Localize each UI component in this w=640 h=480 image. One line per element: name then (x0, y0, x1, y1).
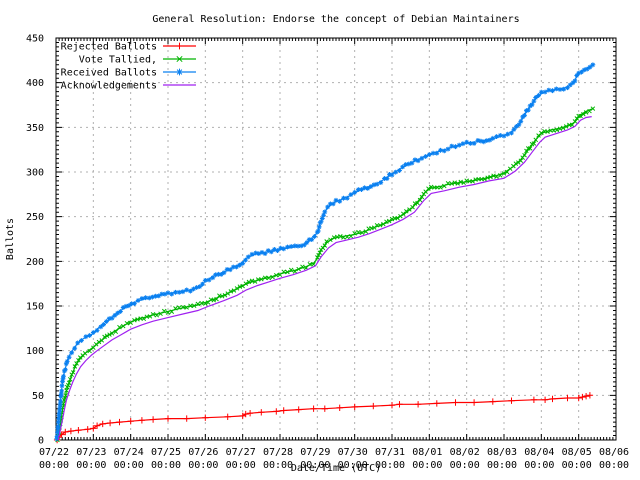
tick-label-layer: 0 50 100 150 200 250 300 350 400 450 07/22 00:00 07/… (26, 34, 629, 472)
y-tick-label: 100 (26, 346, 44, 357)
legend-sample-marker (176, 68, 183, 76)
y-tick-label: 400 (26, 78, 44, 89)
x-tick-label-time: 00:00 (226, 460, 256, 471)
x-tick-label-date: 08/02 (450, 447, 480, 458)
legend-label: Vote Tallied, (79, 55, 157, 66)
legend-label: Rejected Ballots (61, 42, 157, 53)
x-tick-label-date: 07/26 (188, 447, 218, 458)
axis-layer (55, 37, 617, 441)
x-tick-label-time: 00:00 (263, 460, 293, 471)
legend-sample-marker (176, 42, 183, 50)
rejected-ballots-line (56, 394, 591, 441)
x-tick-label-date: 07/31 (375, 447, 405, 458)
legend-entry-rejected-ballots: Rejected Ballots (61, 42, 196, 53)
x-tick-label-time: 00:00 (76, 460, 106, 471)
y-tick-label: 50 (32, 391, 44, 402)
legend-entry-received-ballots: Received Ballots (61, 68, 196, 79)
x-tick-label-date: 08/03 (487, 447, 517, 458)
x-tick-label-time: 00:00 (487, 460, 517, 471)
x-tick-label-time: 00:00 (151, 460, 181, 471)
y-axis-label: Ballots (5, 218, 16, 260)
x-tick-label-date: 07/29 (300, 447, 330, 458)
x-tick-label-time: 00:00 (375, 460, 405, 471)
legend-label: Acknowledgements (61, 81, 157, 92)
x-tick-label-date: 07/30 (338, 447, 368, 458)
y-tick-label: 450 (26, 34, 44, 45)
acknowledgements-line (57, 116, 592, 441)
x-tick-label-date: 08/01 (412, 447, 442, 458)
y-tick-label: 300 (26, 168, 44, 179)
x-tick-label-time: 00:00 (300, 460, 330, 471)
received-ballots-markers (54, 62, 596, 442)
y-tick-label: 200 (26, 257, 44, 268)
x-tick-label-date: 07/23 (76, 447, 106, 458)
y-tick-label: 250 (26, 212, 44, 223)
x-tick-label-time: 00:00 (412, 460, 442, 471)
x-tick-label-time: 00:00 (39, 460, 69, 471)
x-tick-label-date: 08/04 (524, 447, 554, 458)
legend-entry-vote-tallied: Vote Tallied, (79, 55, 196, 66)
x-tick-label-date: 08/05 (562, 447, 592, 458)
legend-entry-acknowledgements: Acknowledgements (61, 81, 196, 92)
x-tick-label-time: 00:00 (562, 460, 592, 471)
y-tick-label: 150 (26, 302, 44, 313)
x-tick-label-time: 00:00 (188, 460, 218, 471)
x-tick-label-date: 08/06 (599, 447, 629, 458)
x-tick-label-time: 00:00 (599, 460, 629, 471)
x-tick-label-date: 07/27 (226, 447, 256, 458)
vote-tallied-line (56, 108, 594, 441)
x-tick-label-date: 07/28 (263, 447, 293, 458)
x-tick-label-date: 07/22 (39, 447, 69, 458)
legend-sample-marker (176, 55, 183, 63)
rejected-ballots-markers (53, 392, 594, 444)
legend: Rejected Ballots Vote Tallied, Received Ba… (61, 42, 196, 92)
x-axis-label: Date/Time (UTC) (291, 463, 381, 474)
series-layer (53, 62, 596, 444)
x-tick-label-time: 00:00 (114, 460, 144, 471)
vote-tallied-markers (55, 106, 596, 443)
label-layer: General Resolution: Endorse the concept … (5, 14, 520, 474)
y-tick-label: 350 (26, 123, 44, 134)
x-tick-label-date: 07/24 (114, 447, 144, 458)
y-tick-label: 0 (38, 436, 44, 447)
x-tick-label-date: 07/25 (151, 447, 181, 458)
chart-title: General Resolution: Endorse the concept … (152, 14, 519, 25)
x-tick-label-time: 00:00 (338, 460, 368, 471)
legend-label: Received Ballots (61, 68, 157, 79)
x-tick-label-time: 00:00 (450, 460, 480, 471)
x-tick-label-time: 00:00 (524, 460, 554, 471)
